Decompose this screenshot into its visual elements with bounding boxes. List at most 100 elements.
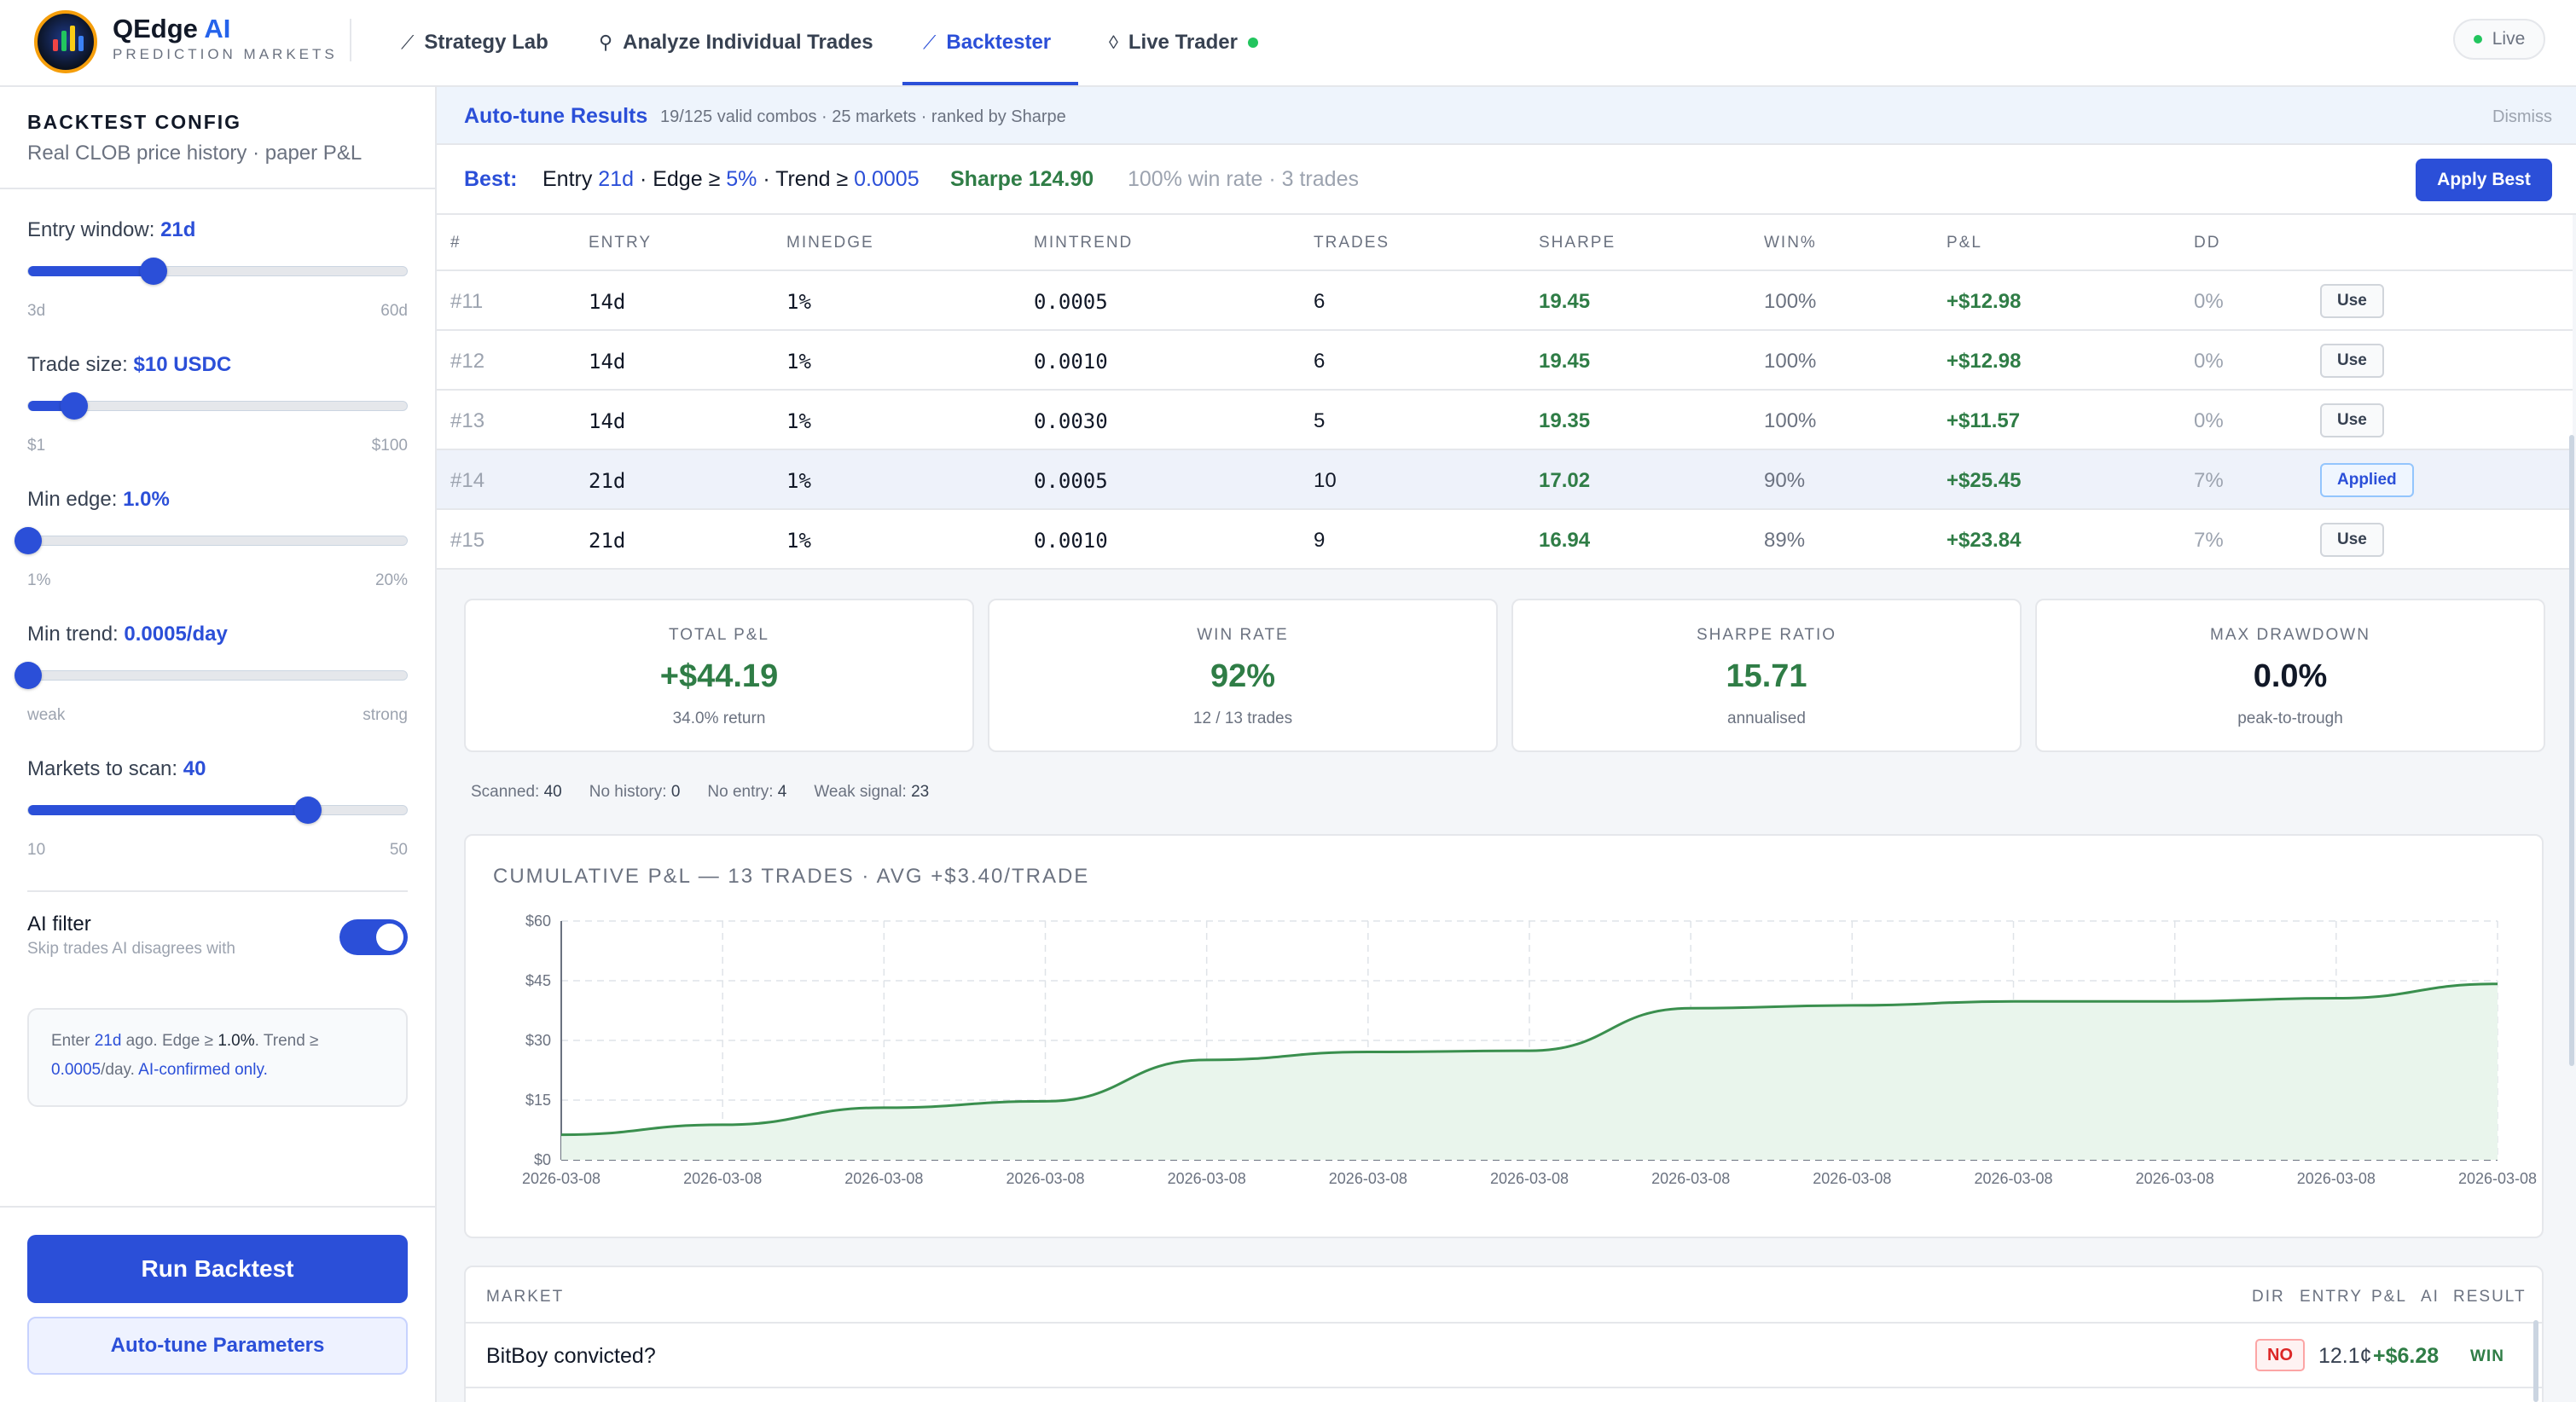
- cell-mintrend: 0.0010: [1034, 529, 1108, 553]
- x-tick-label: 2026-03-08: [1974, 1170, 2052, 1187]
- top-header: QEdge AI PREDICTION MARKETS ⟋ Strategy L…: [0, 0, 2576, 87]
- best-params: Entry 21d · Edge ≥ 5% · Trend ≥ 0.0005: [542, 166, 920, 191]
- run-backtest-button[interactable]: Run Backtest: [27, 1235, 408, 1303]
- cell-dd: 0%: [2194, 350, 2224, 373]
- table-row[interactable]: BitBoy convicted? NO 12.1¢ +$6.28 WIN: [466, 1324, 2542, 1388]
- cell-entry: 21d: [589, 469, 626, 493]
- cell-idx: #13: [450, 409, 485, 432]
- slider-thumb[interactable]: [60, 392, 88, 420]
- live-dot-icon: [2473, 35, 2482, 43]
- apply-best-button[interactable]: Apply Best: [2416, 159, 2552, 201]
- applied-button[interactable]: Applied: [2320, 463, 2414, 497]
- cell-pnl: +$23.84: [1947, 529, 2022, 552]
- markets-to-scan-label: Markets to scan: 40: [27, 757, 206, 780]
- scan-counts: Scanned: 40 No history: 0 No entry: 4 We…: [471, 783, 929, 802]
- col-header: #: [450, 234, 461, 252]
- x-tick-label: 2026-03-08: [522, 1170, 600, 1187]
- range-max: 20%: [374, 571, 408, 589]
- nav-analyze-trades[interactable]: ⚲ Analyze Individual Trades: [599, 31, 873, 54]
- cell-pnl: +$11.57: [1947, 409, 2021, 432]
- min-edge-slider[interactable]: [15, 527, 408, 554]
- cell-sharpe: 19.45: [1539, 290, 1591, 313]
- cell-entry: 21d: [589, 529, 626, 553]
- page-scrollbar[interactable]: [2569, 435, 2574, 1066]
- table-row: #12 14d 1% 0.0010 6 19.45 100% +$12.98 0% Use: [437, 331, 2573, 391]
- drop-icon: ◊: [1109, 32, 1118, 53]
- range-max: $100: [371, 437, 408, 455]
- sidebar-title: BACKTEST CONFIG: [27, 111, 242, 133]
- cell-idx: #11: [450, 290, 484, 313]
- slider-thumb[interactable]: [140, 258, 168, 285]
- range-min: 10: [27, 841, 46, 859]
- trades-header: MARKET DIR ENTRY P&L AI RESULT: [466, 1267, 2542, 1324]
- stat-sub: 12 / 13 trades: [1192, 710, 1293, 727]
- entry-window-slider[interactable]: [27, 258, 408, 285]
- cell-minedge: 1%: [786, 529, 811, 553]
- sidebar-divider: [0, 188, 435, 189]
- cell-entry: 14d: [589, 409, 626, 433]
- x-tick-label: 2026-03-08: [1006, 1170, 1084, 1187]
- stat-value: 92%: [1210, 658, 1276, 694]
- live-status-dot: [1247, 38, 1258, 48]
- table-row: #13 14d 1% 0.0030 5 19.35 100% +$11.57 0% Use: [437, 391, 2573, 450]
- trade-size-slider[interactable]: [27, 392, 408, 420]
- count-no-history: No history: 0: [589, 783, 681, 801]
- nav-live-trader[interactable]: ◊ Live Trader: [1109, 0, 1258, 85]
- ai-filter-label: AI filter: [27, 912, 91, 936]
- stat-sub: peak-to-trough: [2237, 710, 2343, 727]
- range-min: weak: [27, 706, 66, 724]
- app-subtitle: PREDICTION MARKETS: [113, 46, 338, 62]
- key-icon: ⚲: [599, 32, 613, 53]
- chart-title: CUMULATIVE P&L — 13 TRADES · AVG +$3.40/…: [493, 865, 1090, 888]
- logo-icon: [34, 10, 97, 73]
- cell-entry: 14d: [589, 290, 626, 314]
- trades-scrollbar[interactable]: [2533, 1320, 2538, 1402]
- use-button[interactable]: Use: [2320, 284, 2384, 318]
- cell-sharpe: 17.02: [1539, 469, 1591, 492]
- auto-tune-button[interactable]: Auto-tune Parameters: [27, 1317, 408, 1375]
- y-tick-label: $30: [525, 1032, 551, 1049]
- y-tick-label: $0: [534, 1151, 551, 1168]
- cell-sharpe: 19.45: [1539, 350, 1591, 373]
- slider-thumb[interactable]: [293, 797, 322, 824]
- stat-value: +$44.19: [659, 658, 779, 694]
- trade-result: WIN: [2470, 1347, 2504, 1365]
- x-tick-label: 2026-03-08: [683, 1170, 762, 1187]
- range-min: 3d: [27, 302, 46, 320]
- markets-to-scan-slider[interactable]: [27, 797, 408, 824]
- ai-filter-toggle[interactable]: [339, 919, 408, 955]
- cell-minedge: 1%: [786, 469, 811, 493]
- stat-sub: annualised: [1727, 710, 1806, 727]
- col-header: ENTRY: [589, 234, 653, 252]
- app-title: QEdge AI: [113, 14, 231, 43]
- sidebar-divider: [27, 890, 408, 892]
- cell-win: 100%: [1764, 350, 1817, 373]
- use-button[interactable]: Use: [2320, 403, 2384, 437]
- cell-win: 100%: [1764, 290, 1817, 313]
- use-button[interactable]: Use: [2320, 344, 2384, 378]
- pnl-area: [561, 983, 2498, 1160]
- cell-win: 100%: [1764, 409, 1817, 432]
- best-result-row: Best: Entry 21d · Edge ≥ 5% · Trend ≥ 0.…: [437, 145, 2576, 215]
- cell-trades: 6: [1314, 350, 1326, 373]
- nav-strategy-lab[interactable]: ⟋ Strategy Lab: [401, 31, 548, 54]
- autotune-summary: 19/125 valid combos · 25 markets · ranke…: [660, 107, 1066, 126]
- trade-size-label: Trade size: $10 USDC: [27, 353, 232, 376]
- col-header: MINEDGE: [786, 234, 874, 252]
- stat-sub: 34.0% return: [672, 710, 766, 727]
- slider-thumb[interactable]: [15, 662, 42, 689]
- nav-backtester[interactable]: ⟋ Backtester: [923, 31, 1052, 54]
- cell-mintrend: 0.0030: [1034, 409, 1108, 433]
- trade-market: BitBoy convicted?: [486, 1344, 656, 1368]
- dismiss-button[interactable]: Dismiss: [2492, 107, 2552, 126]
- use-button[interactable]: Use: [2320, 523, 2384, 557]
- min-trend-slider[interactable]: [15, 662, 408, 689]
- slider-thumb[interactable]: [15, 527, 42, 554]
- stat-label: MAX DRAWDOWN: [2210, 626, 2370, 644]
- x-tick-label: 2026-03-08: [1168, 1170, 1246, 1187]
- min-trend-label: Min trend: 0.0005/day: [27, 623, 228, 646]
- x-tick-label: 2026-03-08: [2458, 1170, 2537, 1187]
- y-tick-label: $15: [525, 1092, 551, 1109]
- pnl-line: [560, 982, 2498, 1137]
- max-drawdown-card: MAX DRAWDOWN 0.0% peak-to-trough: [2035, 599, 2545, 752]
